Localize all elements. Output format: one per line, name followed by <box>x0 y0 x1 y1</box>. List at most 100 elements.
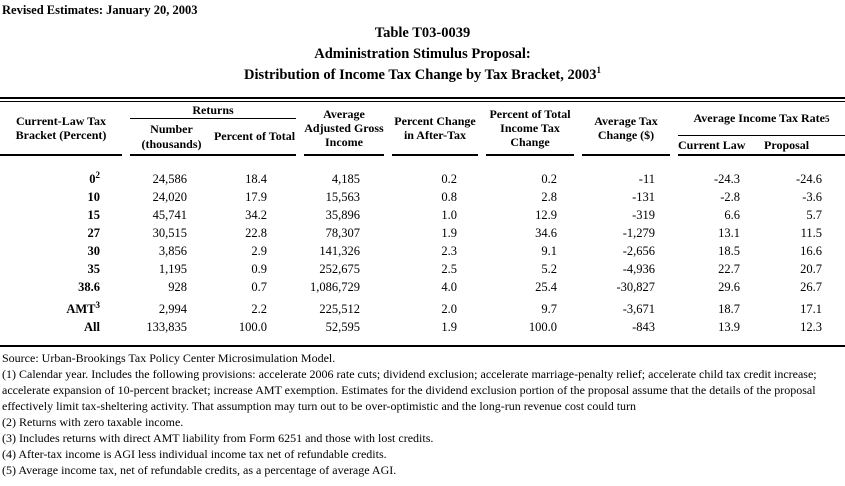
table-top-rule <box>0 97 845 102</box>
cell-bracket: 10 <box>87 190 101 204</box>
cell-bracket: 27 <box>87 226 101 240</box>
cell-avg-agi: 252,675 <box>319 262 360 276</box>
title-footnote-marker: 1 <box>596 65 601 76</box>
cell-pct-change-after-tax: 2.3 <box>441 244 457 258</box>
cell-avg-tax-change: -3,671 <box>622 302 655 316</box>
cell-rate-proposal: 26.7 <box>800 280 822 294</box>
cell-rate-proposal: -3.6 <box>802 190 822 204</box>
cell-avg-tax-change: -1,279 <box>622 226 655 240</box>
table-row: All 133,835 100.0 52,595 1.9 100.0 -843 … <box>0 318 845 336</box>
table-row: 27 30,515 22.8 78,307 1.9 34.6 -1,279 13… <box>0 224 845 242</box>
header-number-thousands: Number (thousands) <box>141 121 202 151</box>
table-row: AMT3 2,994 2.2 225,512 2.0 9.7 -3,671 18… <box>0 300 845 318</box>
cell-avg-agi: 52,595 <box>325 320 360 334</box>
source-note: Source: Urban-Brookings Tax Policy Cente… <box>2 351 336 365</box>
cell-returns-pct: 2.2 <box>251 302 267 316</box>
cell-rate-proposal: 20.7 <box>800 262 822 276</box>
cell-avg-tax-change: -4,936 <box>622 262 655 276</box>
cell-pct-change-after-tax: 2.5 <box>441 262 457 276</box>
table-row: 30 3,856 2.9 141,326 2.3 9.1 -2,656 18.5… <box>0 242 845 260</box>
cell-pct-change-after-tax: 2.0 <box>441 302 457 316</box>
cell-returns-number: 45,741 <box>152 208 187 222</box>
cell-pct-total-tax-change: 9.1 <box>541 244 557 258</box>
cell-returns-pct: 22.8 <box>245 226 267 240</box>
cell-avg-agi: 141,326 <box>319 244 360 258</box>
revised-estimates-note: Revised Estimates: January 20, 2003 <box>2 3 198 17</box>
cell-avg-tax-change: -131 <box>632 190 655 204</box>
cell-rate-proposal: 5.7 <box>806 208 822 222</box>
cell-avg-agi: 4,185 <box>331 172 360 186</box>
cell-returns-number: 1,195 <box>158 262 187 276</box>
cell-pct-change-after-tax: 1.0 <box>441 208 457 222</box>
cell-rate-current-law: 22.7 <box>718 262 740 276</box>
cell-avg-agi: 15,563 <box>325 190 360 204</box>
table-bottom-rule <box>0 345 845 347</box>
cell-avg-agi: 225,512 <box>319 302 360 316</box>
footnote-1: (1) Calendar year. Includes the followin… <box>2 367 817 413</box>
cell-returns-pct: 100.0 <box>238 320 267 334</box>
cell-pct-total-tax-change: 25.4 <box>535 280 557 294</box>
proposal-subtitle: Administration Stimulus Proposal: <box>314 46 531 62</box>
cell-returns-pct: 17.9 <box>245 190 267 204</box>
table-header: Current-Law Tax Bracket (Percent) Return… <box>0 102 845 156</box>
cell-pct-total-tax-change: 34.6 <box>535 226 557 240</box>
cell-avg-agi: 35,896 <box>325 208 360 222</box>
cell-bracket: AMT3 <box>66 299 100 316</box>
header-bracket: Current-Law Tax Bracket (Percent) <box>0 102 122 156</box>
header-current-law: Current Law <box>678 137 746 152</box>
cell-returns-pct: 34.2 <box>245 208 267 222</box>
cell-avg-agi: 1,086,729 <box>310 280 360 294</box>
cell-pct-total-tax-change: 5.2 <box>541 262 557 276</box>
cell-bracket: 02 <box>89 169 100 186</box>
table-row: 10 24,020 17.9 15,563 0.8 2.8 -131 -2.8 … <box>0 188 845 206</box>
header-group-rate: Average Income Tax Rate 5 Current Law Pro… <box>678 102 845 156</box>
header-avg-agi: Average Adjusted Gross Income <box>304 102 384 156</box>
table-row: 38.6 928 0.7 1,086,729 4.0 25.4 -30,827 … <box>0 278 845 296</box>
cell-returns-number: 24,586 <box>152 172 187 186</box>
footnote-4: (4) After-tax income is AGI less individ… <box>2 447 387 461</box>
cell-pct-change-after-tax: 0.8 <box>441 190 457 204</box>
cell-returns-number: 133,835 <box>146 320 187 334</box>
cell-pct-change-after-tax: 1.9 <box>441 320 457 334</box>
table-number-title: Table T03-0039 <box>374 25 471 41</box>
cell-rate-current-law: 18.7 <box>718 302 740 316</box>
header-pct-change-after-tax: Percent Change in After-Tax <box>392 102 478 156</box>
cell-pct-change-after-tax: 4.0 <box>441 280 457 294</box>
cell-returns-number: 30,515 <box>152 226 187 240</box>
cell-pct-total-tax-change: 0.2 <box>541 172 557 186</box>
footnote-3: (3) Includes returns with direct AMT lia… <box>2 431 434 445</box>
header-returns-label: Returns <box>130 102 296 119</box>
footnote-5: (5) Average income tax, net of refundabl… <box>2 463 397 477</box>
cell-pct-change-after-tax: 1.9 <box>441 226 457 240</box>
cell-avg-tax-change: -843 <box>632 320 655 334</box>
footnotes: Source: Urban-Brookings Tax Policy Cente… <box>0 347 845 478</box>
cell-pct-total-tax-change: 2.8 <box>541 190 557 204</box>
cell-bracket: All <box>84 320 100 334</box>
table-row: 15 45,741 34.2 35,896 1.0 12.9 -319 6.6 … <box>0 206 845 224</box>
title-block: Table T03-0039 Administration Stimulus P… <box>0 23 845 86</box>
main-title: Distribution of Income Tax Change by Tax… <box>244 65 601 83</box>
cell-returns-pct: 2.9 <box>251 244 267 258</box>
header-rate-label: Average Income Tax Rate 5 <box>678 102 845 136</box>
cell-bracket: 15 <box>87 208 101 222</box>
table-body: 02 24,586 18.4 4,185 0.2 0.2 -11 -24.3 -… <box>0 156 845 345</box>
cell-rate-current-law: 18.5 <box>718 244 740 258</box>
cell-avg-tax-change: -319 <box>632 208 655 222</box>
cell-returns-pct: 18.4 <box>245 172 267 186</box>
header-pct-total-tax-change: Percent of Total Income Tax Change <box>486 102 574 156</box>
cell-rate-proposal: 11.5 <box>800 226 822 240</box>
cell-returns-pct: 0.9 <box>251 262 267 276</box>
cell-returns-number: 2,994 <box>158 302 187 316</box>
cell-rate-current-law: 6.6 <box>724 208 740 222</box>
header-proposal: Proposal <box>764 137 810 152</box>
cell-returns-pct: 0.7 <box>251 280 267 294</box>
header-group-returns: Returns Number (thousands) Percent of To… <box>130 102 296 156</box>
cell-bracket: 35 <box>87 262 101 276</box>
cell-rate-proposal: -24.6 <box>795 172 822 186</box>
cell-rate-proposal: 17.1 <box>800 302 822 316</box>
cell-pct-change-after-tax: 0.2 <box>441 172 457 186</box>
cell-rate-current-law: -2.8 <box>720 190 740 204</box>
cell-returns-number: 24,020 <box>152 190 187 204</box>
cell-bracket: 38.6 <box>78 280 100 294</box>
